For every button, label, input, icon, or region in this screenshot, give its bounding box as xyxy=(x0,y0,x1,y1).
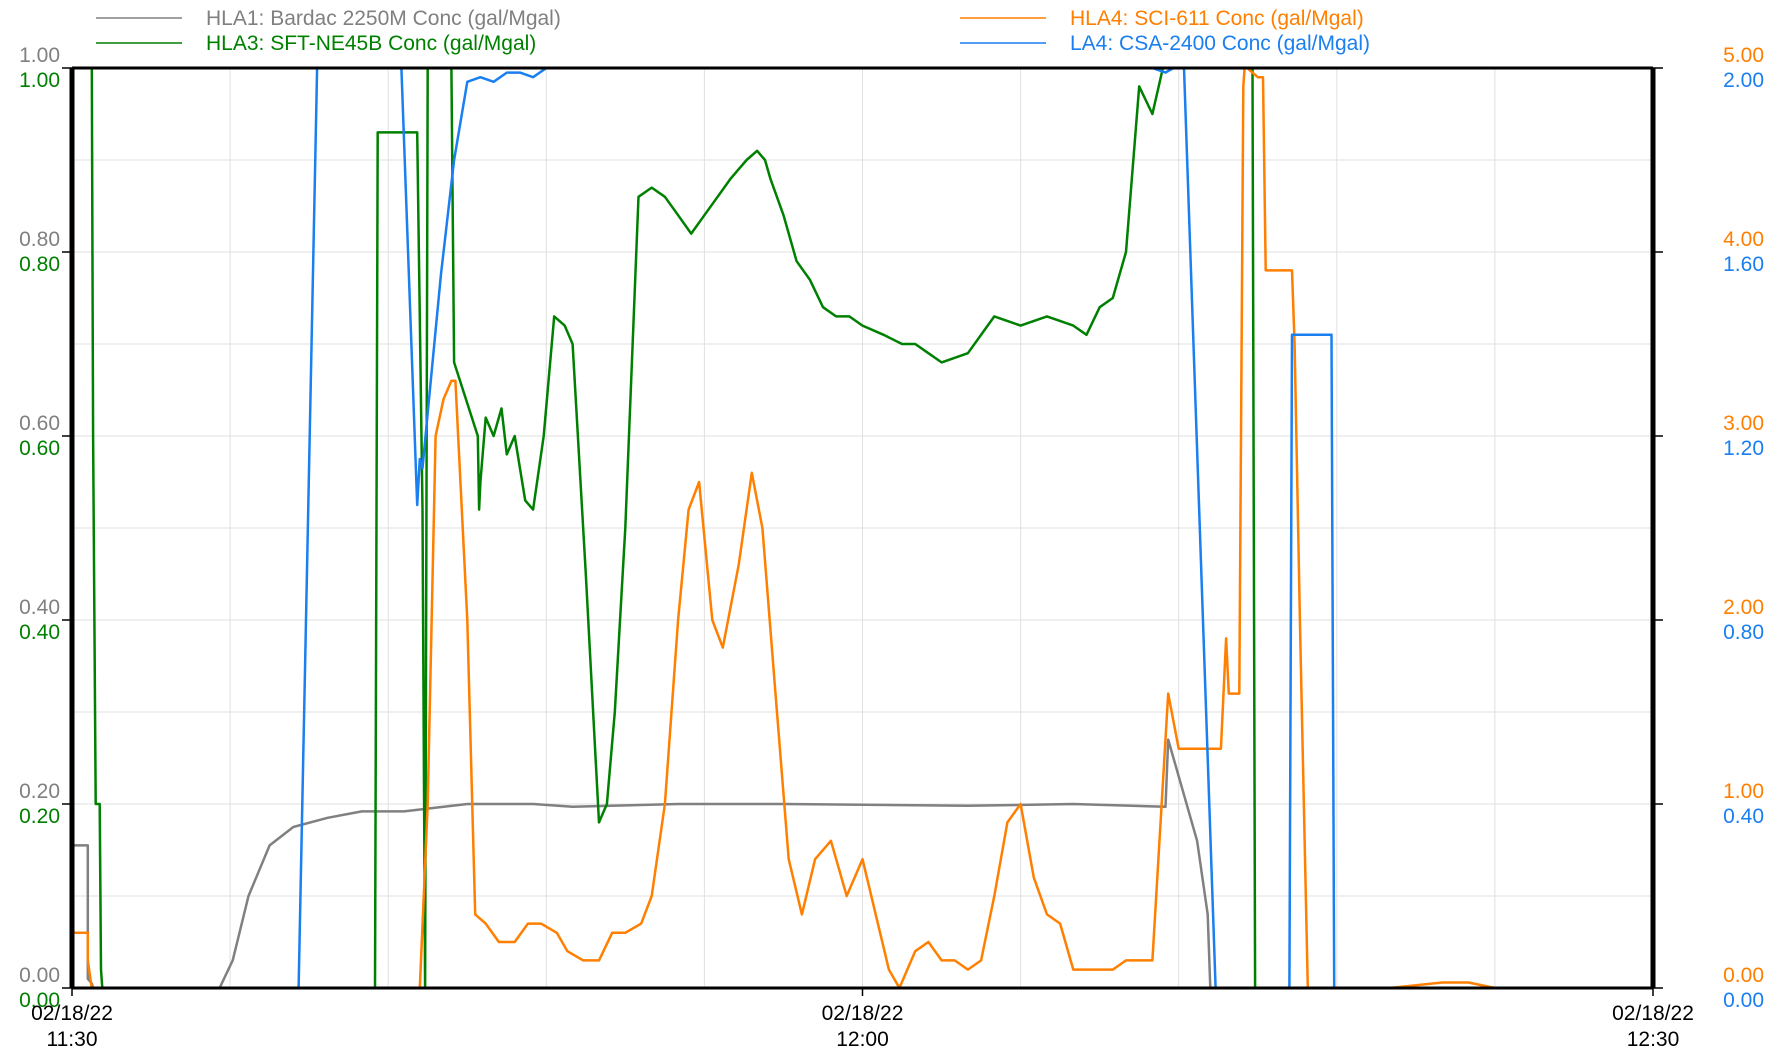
legend-label-hla3: HLA3: SFT-NE45B Conc (gal/Mgal) xyxy=(206,32,536,55)
y-tick-label-hla4: 1.00 xyxy=(1723,780,1764,803)
y-tick-label-hla3: 0.00 xyxy=(19,989,60,1012)
y-tick-label-la4: 0.40 xyxy=(1723,805,1764,828)
y-tick-label-hla3: 0.40 xyxy=(19,621,60,644)
y-tick-label-la4: 1.20 xyxy=(1723,437,1764,460)
y-tick-label-la4: 2.00 xyxy=(1723,69,1764,92)
x-tick-label-time: 12:30 xyxy=(1627,1028,1680,1051)
series-line-hla3 xyxy=(72,66,1653,990)
x-tick-label-date: 02/18/22 xyxy=(822,1002,904,1025)
y-tick-label-hla4: 0.00 xyxy=(1723,964,1764,987)
y-tick-label-hla3: 1.00 xyxy=(19,69,60,92)
y-tick-label-hla4: 4.00 xyxy=(1723,228,1764,251)
y-tick-label-hla4: 2.00 xyxy=(1723,596,1764,619)
y-tick-label-hla1: 0.00 xyxy=(19,964,60,987)
y-tick-label-hla3: 0.20 xyxy=(19,805,60,828)
y-tick-label-la4: 1.60 xyxy=(1723,253,1764,276)
y-tick-label-hla1: 0.20 xyxy=(19,780,60,803)
y-tick-label-hla1: 0.40 xyxy=(19,596,60,619)
y-tick-label-la4: 0.80 xyxy=(1723,621,1764,644)
y-tick-label-hla3: 0.60 xyxy=(19,437,60,460)
y-tick-label-hla1: 0.80 xyxy=(19,228,60,251)
legend-label-hla1: HLA1: Bardac 2250M Conc (gal/Mgal) xyxy=(206,7,561,30)
x-tick-label-time: 12:00 xyxy=(836,1028,889,1051)
series-line-hla4 xyxy=(72,66,1653,990)
x-tick-label-time: 11:30 xyxy=(47,1028,98,1051)
x-tick-label-date: 02/18/22 xyxy=(1612,1002,1694,1025)
y-tick-label-hla1: 1.00 xyxy=(19,44,60,67)
y-tick-label-hla3: 0.80 xyxy=(19,253,60,276)
y-tick-label-la4: 0.00 xyxy=(1723,989,1764,1012)
y-tick-label-hla1: 0.60 xyxy=(19,412,60,435)
y-tick-label-hla4: 5.00 xyxy=(1723,44,1764,67)
legend-label-la4: LA4: CSA-2400 Conc (gal/Mgal) xyxy=(1070,32,1370,55)
x-tick-label-date: 02/18/22 xyxy=(31,1002,113,1025)
legend-label-hla4: HLA4: SCI-611 Conc (gal/Mgal) xyxy=(1070,7,1364,30)
y-tick-label-hla4: 3.00 xyxy=(1723,412,1764,435)
